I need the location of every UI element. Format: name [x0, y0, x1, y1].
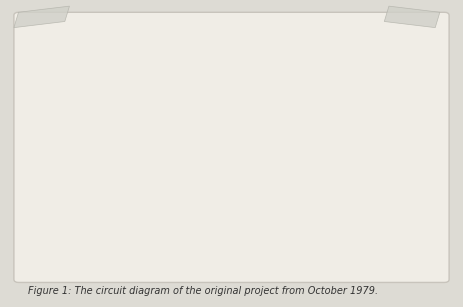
Circle shape [344, 119, 350, 124]
Text: 100Ω: 100Ω [209, 141, 214, 157]
Circle shape [344, 220, 350, 224]
Polygon shape [338, 72, 347, 75]
Bar [203, 170, 219, 187]
Text: −VIN: −VIN [46, 217, 65, 227]
Text: 2N3055: 2N3055 [320, 36, 350, 45]
Circle shape [143, 220, 149, 224]
Text: SOS1: SOS1 [361, 162, 380, 168]
Bar [203, 139, 219, 158]
Bar [264, 85, 281, 111]
Text: 1k: 1k [232, 179, 240, 185]
Circle shape [143, 67, 149, 72]
Circle shape [208, 220, 214, 224]
Text: SI: SI [129, 200, 136, 206]
Circle shape [269, 67, 275, 72]
Circle shape [143, 119, 149, 124]
Polygon shape [135, 149, 157, 161]
Text: +VIN: +VIN [46, 65, 65, 74]
Text: Figure 1: The circuit diagram of the original project from October 1979.: Figure 1: The circuit diagram of the ori… [28, 286, 378, 296]
Text: −: − [76, 217, 86, 227]
Text: −VOUT: −VOUT [398, 217, 425, 227]
Text: 243031-054: 243031-054 [295, 236, 331, 241]
Circle shape [269, 119, 275, 124]
Text: +VOUT: +VOUT [398, 59, 425, 68]
Text: +: + [77, 64, 85, 74]
Text: 24V
3W: 24V 3W [162, 91, 175, 104]
Text: R: R [256, 93, 262, 102]
Bar [158, 218, 187, 226]
Text: +: + [378, 58, 386, 68]
Text: Rc: Rc [168, 208, 177, 214]
Text: −: − [377, 217, 387, 227]
Polygon shape [337, 156, 357, 167]
